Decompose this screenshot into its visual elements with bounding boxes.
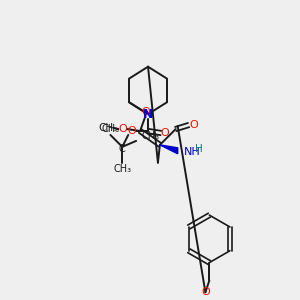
Text: O: O (160, 128, 169, 138)
Text: C: C (119, 144, 126, 154)
Text: O: O (189, 120, 198, 130)
Text: O: O (128, 126, 136, 136)
Text: O: O (201, 287, 210, 297)
Text: CH₃: CH₃ (113, 164, 131, 174)
Text: H: H (194, 144, 202, 154)
Text: NH: NH (184, 147, 200, 157)
Text: O: O (118, 124, 127, 134)
Text: CH₃: CH₃ (101, 124, 119, 134)
Text: O: O (142, 107, 150, 117)
Text: CH₃: CH₃ (141, 131, 159, 141)
Polygon shape (160, 145, 178, 154)
Text: N: N (143, 108, 153, 121)
Text: CH₃: CH₃ (99, 123, 118, 133)
